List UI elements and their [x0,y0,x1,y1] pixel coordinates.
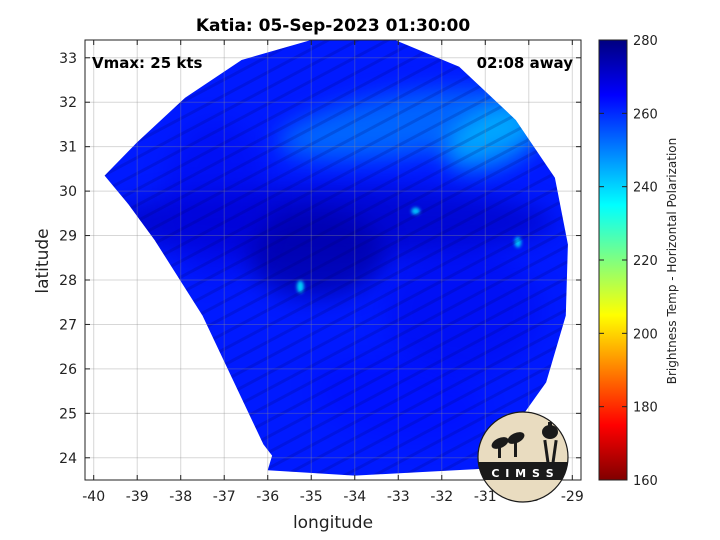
x-tick-label: -35 [300,489,323,505]
swath-image [104,40,568,476]
plot-frame [84,39,582,481]
x-tick-label: -38 [169,489,192,505]
x-tick-label: -33 [387,489,410,505]
y-tick-label: 26 [59,362,77,378]
logo-tower-top [548,422,552,427]
grid-lines [85,40,581,480]
logo-building [478,462,568,480]
x-tick-label: -40 [82,489,105,505]
logo-dish-stand-left [498,446,501,458]
colorbar-tick-label: 160 [633,474,658,489]
x-tick-label: -39 [126,489,149,505]
y-tick-label: 30 [59,184,77,200]
y-tick-label: 32 [59,95,77,111]
y-axis-label: latitude [33,228,53,293]
time-away-label: 02:08 away [477,54,574,72]
chart-title: Katia: 05-Sep-2023 01:30:00 [196,16,470,36]
vmax-label: Vmax: 25 kts [92,54,202,72]
logo-dish-left [491,437,509,449]
x-tick-label: -32 [430,489,453,505]
y-tick-label: 25 [59,406,77,422]
y-tick-label: 28 [59,273,77,289]
y-tick-label: 31 [59,140,77,156]
colorbar-label: Brightness Temp - Horizontal Polarizatio… [665,138,679,385]
logo-tower-leg-left [543,439,550,465]
logo-dish-right [507,432,525,444]
logo-tower-tank [542,425,558,439]
y-tick-label: 29 [59,229,77,245]
x-tick-label: -37 [213,489,236,505]
logo-tower-leg-right [551,439,558,465]
x-axis-label: longitude [293,513,373,533]
x-tick-label: -29 [561,489,584,505]
x-tick-label: -34 [343,489,366,505]
colorbar-tick-label: 220 [633,254,658,269]
x-tick-label: -36 [256,489,279,505]
y-axis: 24 25 26 27 28 29 30 31 32 33 [59,51,581,467]
colorbar: 160 180 200 220 240 260 280 Brightness Temp - … [598,34,679,489]
colorbar-ticks: 160 180 200 220 240 260 280 [599,34,658,489]
y-tick-label: 33 [59,51,77,67]
y-tick-label: 27 [59,317,77,333]
colorbar-tick-label: 180 [633,401,658,416]
logo-text: C I M S S [491,467,554,480]
colorbar-tick-label: 240 [633,181,658,196]
y-tick-label: 24 [59,451,77,467]
cimss-logo: C I M S S [477,411,569,503]
map-panel: -40-39-38-37-36-35-34-33-32-31-30-29 242… [59,39,584,505]
x-tick-label: -31 [474,489,497,505]
colorbar-tick-label: 200 [633,327,658,342]
colorbar-tick-label: 280 [633,34,658,49]
colorbar-tick-label: 260 [633,107,658,122]
logo-dish-stand-right [514,441,517,457]
